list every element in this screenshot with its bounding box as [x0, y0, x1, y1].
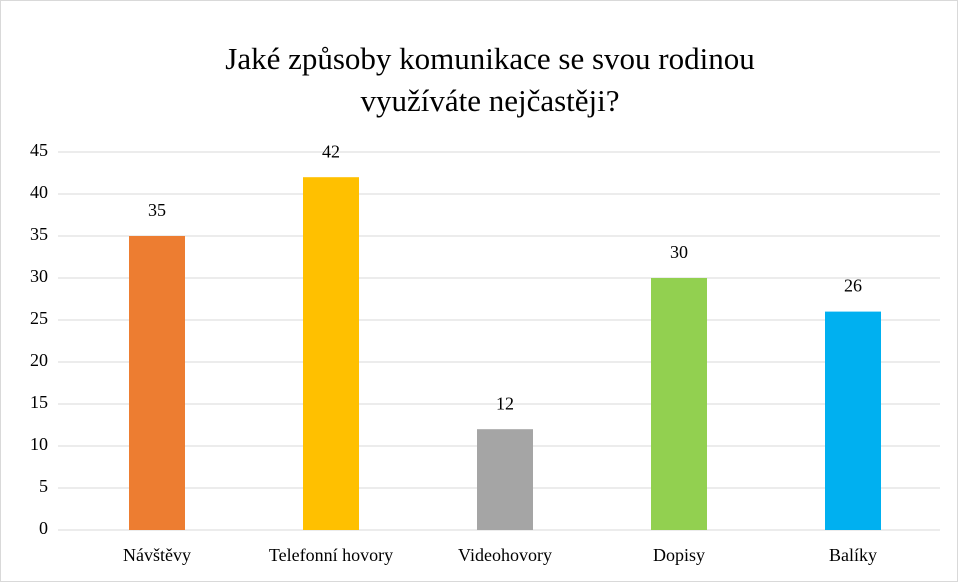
bar [303, 177, 359, 530]
y-tick-label: 20 [30, 350, 48, 370]
y-tick-label: 5 [39, 476, 48, 496]
data-label: 30 [670, 242, 688, 262]
y-tick-label: 10 [30, 434, 48, 454]
y-tick-label: 25 [30, 308, 48, 328]
data-label: 42 [322, 141, 340, 161]
x-tick-label: Videohovory [458, 545, 552, 565]
y-tick-label: 35 [30, 224, 48, 244]
x-tick-label: Dopisy [653, 545, 705, 565]
y-tick-label: 30 [30, 266, 48, 286]
data-label: 26 [844, 276, 862, 296]
y-tick-label: 15 [30, 392, 48, 412]
x-tick-label: Telefonní hovory [269, 545, 393, 565]
y-tick-label: 0 [39, 518, 48, 538]
chart-title: využíváte nejčastěji? [360, 83, 619, 118]
chart-title: Jaké způsoby komunikace se svou rodinou [225, 41, 754, 76]
bar [477, 429, 533, 530]
data-label: 12 [496, 393, 514, 413]
x-tick-label: Balíky [829, 545, 877, 565]
data-label: 35 [148, 200, 166, 220]
y-tick-label: 45 [30, 140, 48, 160]
y-tick-label: 40 [30, 182, 48, 202]
bar [651, 278, 707, 530]
x-tick-label: Návštěvy [123, 545, 191, 565]
bar [129, 236, 185, 530]
bar [825, 311, 881, 530]
